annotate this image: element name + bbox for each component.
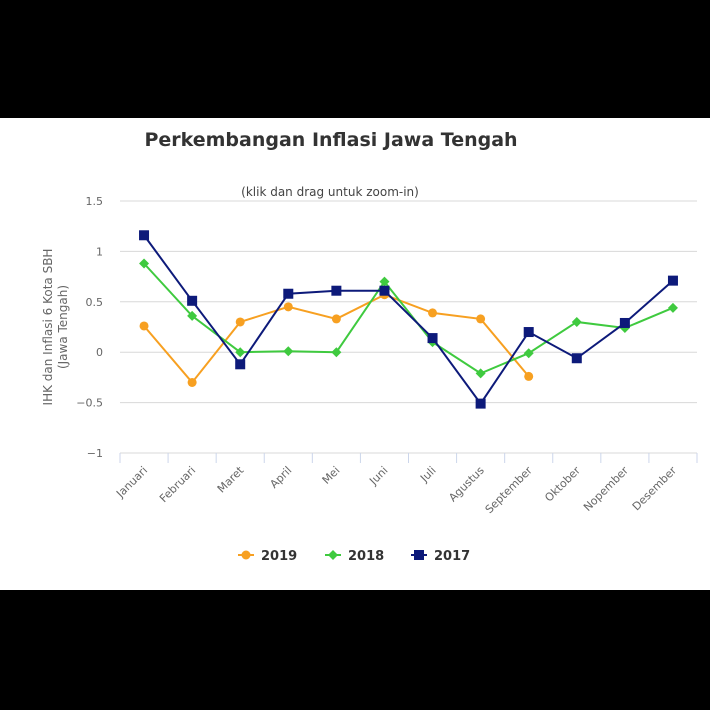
data-point xyxy=(331,347,342,358)
data-point xyxy=(476,314,486,324)
chart-panel: Perkembangan Inflasi Jawa Tengah (klik d… xyxy=(0,118,710,590)
data-point xyxy=(379,276,390,287)
data-point xyxy=(331,285,342,296)
legend-label: 2017 xyxy=(434,549,470,564)
data-point xyxy=(428,308,438,318)
data-point xyxy=(414,550,424,560)
series-layer xyxy=(139,230,678,409)
chart-svg: Perkembangan Inflasi Jawa Tengah (klik d… xyxy=(41,129,698,564)
data-point xyxy=(235,347,246,358)
legend-item-2017[interactable]: 2017 xyxy=(411,549,470,564)
y-tick-label: −1 xyxy=(87,447,103,460)
x-tick-label: Desember xyxy=(630,464,680,514)
x-tick-label: Januari xyxy=(113,464,150,501)
legend[interactable]: 2019 2018 2017 xyxy=(238,549,470,564)
x-tick-label: September xyxy=(483,464,536,517)
series-line xyxy=(143,262,674,375)
data-point xyxy=(571,316,582,327)
series-2017 xyxy=(139,230,678,409)
data-point xyxy=(139,258,150,269)
y-tick-label: 0 xyxy=(96,346,103,359)
y-tick-label: 1 xyxy=(96,245,103,258)
y-tick-label: 1.5 xyxy=(86,195,104,208)
x-tick-label: Juni xyxy=(366,464,390,488)
series-2018 xyxy=(139,258,678,379)
legend-label: 2018 xyxy=(348,549,384,564)
chart-title: Perkembangan Inflasi Jawa Tengah xyxy=(144,129,517,151)
data-point xyxy=(241,550,251,560)
legend-item-2018[interactable]: 2018 xyxy=(325,549,384,564)
legend-item-2019[interactable]: 2019 xyxy=(238,549,297,564)
series-line xyxy=(143,234,674,406)
series-line xyxy=(143,293,530,385)
data-point xyxy=(187,377,197,387)
y-tick-label: −0.5 xyxy=(76,397,103,410)
data-point xyxy=(139,321,149,331)
data-point xyxy=(667,302,678,313)
data-point xyxy=(187,295,198,306)
data-point xyxy=(283,288,294,299)
x-tick-label: Februari xyxy=(157,464,198,505)
y-axis-label: IHK dan Inflasi 6 Kota SBH (Jawa Tengah) xyxy=(41,249,70,406)
data-point xyxy=(139,230,150,241)
legend-label: 2019 xyxy=(261,549,297,564)
y-axis-title-line: (Jawa Tengah) xyxy=(56,285,70,369)
data-point xyxy=(523,348,534,359)
data-point xyxy=(524,371,534,381)
x-tick-label: Maret xyxy=(215,463,247,495)
data-point xyxy=(187,310,198,321)
x-tick-label: Oktober xyxy=(542,464,583,505)
data-point xyxy=(283,346,294,357)
x-tick-label: Mei xyxy=(320,464,343,487)
data-point xyxy=(667,275,678,286)
data-point xyxy=(283,302,293,312)
data-point xyxy=(475,398,486,409)
series-2019 xyxy=(139,290,534,387)
data-point xyxy=(379,285,390,296)
y-tick-label: 0.5 xyxy=(86,296,104,309)
x-tick-label: Agustus xyxy=(446,464,487,505)
data-point xyxy=(523,327,534,338)
data-point xyxy=(331,314,341,324)
data-point xyxy=(328,550,338,560)
x-tick-label: Nopember xyxy=(581,464,631,514)
x-tick-label: April xyxy=(267,464,294,491)
data-point xyxy=(235,317,245,327)
data-point xyxy=(571,353,582,364)
data-point xyxy=(619,317,630,328)
chart-subtitle: (klik dan drag untuk zoom-in) xyxy=(241,185,419,199)
data-point xyxy=(475,368,486,379)
data-point xyxy=(427,333,438,344)
x-tick-label: Juli xyxy=(417,464,438,485)
data-point xyxy=(235,359,246,370)
y-axis-title-line: IHK dan Inflasi 6 Kota SBH xyxy=(41,249,55,406)
